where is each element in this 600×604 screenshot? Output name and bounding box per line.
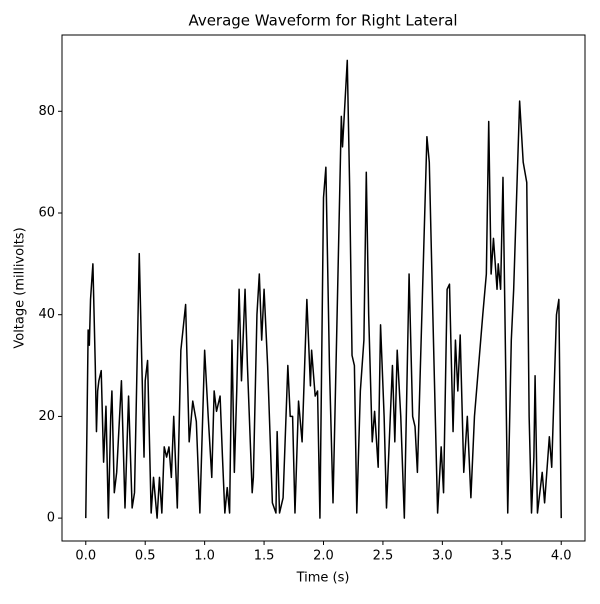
x-tick-label: 1.5	[254, 549, 275, 564]
x-tick-label: 3.0	[432, 549, 453, 564]
x-tick-label: 0.0	[75, 549, 96, 564]
y-tick-label: 0	[47, 511, 55, 526]
x-tick-label: 4.0	[551, 549, 572, 564]
x-tick-label: 2.0	[313, 549, 334, 564]
x-tick-label: 2.5	[373, 549, 394, 564]
x-tick-label: 3.5	[491, 549, 512, 564]
y-tick-label: 20	[38, 409, 55, 424]
x-tick-label: 0.5	[135, 549, 156, 564]
y-tick-label: 80	[38, 104, 55, 119]
chart-title: Average Waveform for Right Lateral	[188, 12, 457, 30]
y-tick-label: 60	[38, 205, 55, 220]
waveform-line	[85, 59, 562, 519]
plot-frame	[61, 34, 586, 542]
x-tick-label: 1.0	[194, 549, 215, 564]
y-axis-label: Voltage (millivolts)	[13, 227, 28, 348]
y-tick-label: 40	[38, 307, 55, 322]
x-axis-label: Time (s)	[296, 571, 350, 586]
